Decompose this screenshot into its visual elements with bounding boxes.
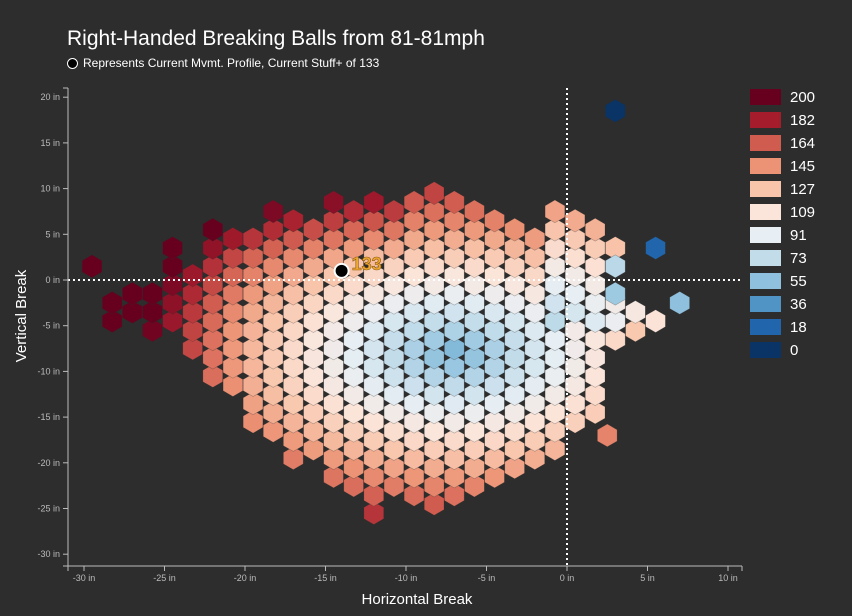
legend-label: 109 bbox=[790, 204, 815, 221]
legend-swatch bbox=[750, 181, 781, 197]
current-point-marker bbox=[333, 262, 350, 279]
legend-label: 200 bbox=[790, 89, 815, 106]
hex-bin bbox=[504, 217, 525, 242]
legend-swatch bbox=[750, 112, 781, 128]
hex-bin bbox=[222, 227, 244, 251]
x-tick-label: -10 in bbox=[395, 573, 418, 583]
y-tick-label: 20 in bbox=[40, 92, 60, 102]
legend-label: 164 bbox=[790, 135, 815, 152]
chart-subtitle: Represents Current Mvmt. Profile, Curren… bbox=[67, 56, 379, 70]
legend-label: 91 bbox=[790, 227, 807, 244]
y-axis-title: Vertical Break bbox=[13, 269, 30, 362]
legend-label: 0 bbox=[790, 342, 798, 359]
hex-bin bbox=[564, 208, 586, 233]
hex-bin bbox=[444, 190, 465, 215]
legend-label: 18 bbox=[790, 319, 807, 336]
chart-title: Right-Handed Breaking Balls from 81-81mp… bbox=[67, 27, 485, 50]
y-tick-label: -30 in bbox=[37, 549, 60, 559]
legend-label: 145 bbox=[790, 158, 815, 175]
x-tick-label: -25 in bbox=[153, 573, 176, 583]
hex-bin-outlier bbox=[645, 236, 666, 260]
x-tick-label: -20 in bbox=[234, 573, 257, 583]
hex-bin bbox=[424, 181, 445, 205]
hex-bin bbox=[283, 208, 304, 233]
axes: -30 in -25 in -20 in -15 in -10 in -5 in 0 in 5… bbox=[37, 87, 743, 583]
hex-bin bbox=[182, 263, 203, 288]
hex-bin bbox=[464, 199, 485, 224]
hex-bin bbox=[524, 227, 545, 251]
x-tick-label: -30 in bbox=[73, 573, 96, 583]
legend-swatch bbox=[750, 319, 781, 335]
y-tick-label: 0 in bbox=[45, 275, 60, 285]
legend-label: 127 bbox=[790, 181, 815, 198]
legend-label: 73 bbox=[790, 250, 807, 267]
y-tick-label: -20 in bbox=[37, 458, 60, 468]
hex-bin bbox=[242, 227, 264, 251]
x-axis-title: Horizontal Break bbox=[362, 591, 473, 608]
hex-bin bbox=[484, 208, 505, 233]
hex-bin bbox=[263, 199, 284, 224]
hex-bin bbox=[81, 254, 103, 279]
hex-bin bbox=[383, 199, 405, 224]
hex-bin-outlier bbox=[669, 291, 690, 315]
hex-bin bbox=[102, 291, 123, 315]
x-tick-label: -15 in bbox=[314, 573, 337, 583]
y-tick-label: 5 in bbox=[45, 229, 60, 239]
x-tick-label: 5 in bbox=[640, 573, 655, 583]
legend-swatch bbox=[750, 135, 781, 151]
y-tick-label: 15 in bbox=[40, 138, 60, 148]
hex-bin-outlier bbox=[597, 423, 618, 448]
hex-bin bbox=[162, 236, 183, 260]
y-tick-label: -5 in bbox=[42, 321, 60, 331]
legend-swatch bbox=[750, 158, 781, 174]
legend-swatch bbox=[750, 296, 781, 312]
hex-bin bbox=[544, 199, 566, 224]
hex-bin-outlier bbox=[605, 281, 626, 306]
legend-swatch bbox=[750, 342, 781, 358]
y-tick-label: 10 in bbox=[40, 184, 60, 194]
x-tick-label: 10 in bbox=[718, 573, 738, 583]
legend-swatch bbox=[750, 227, 781, 243]
hex-bin-outlier bbox=[605, 254, 626, 279]
hex-bin bbox=[142, 281, 163, 306]
hex-bin bbox=[585, 217, 606, 242]
current-profile-marker-icon bbox=[67, 57, 78, 69]
y-tick-label: -15 in bbox=[37, 412, 60, 422]
legend-label: 55 bbox=[790, 273, 807, 290]
hex-bin bbox=[323, 190, 344, 215]
x-tick-label: 0 in bbox=[560, 573, 575, 583]
current-point-layer: 133 bbox=[333, 254, 382, 279]
reference-lines bbox=[68, 88, 740, 566]
hex-bin-outlier bbox=[605, 99, 626, 123]
x-tick-label: -5 in bbox=[478, 573, 496, 583]
legend-swatch bbox=[750, 273, 781, 289]
hex-bin bbox=[605, 236, 626, 260]
legend-swatch bbox=[750, 250, 781, 266]
legend-label: 36 bbox=[790, 296, 807, 313]
y-tick-label: -10 in bbox=[37, 366, 60, 376]
hex-bin bbox=[343, 199, 364, 224]
hex-layer bbox=[81, 99, 690, 525]
hex-bin bbox=[303, 217, 324, 242]
hex-bin bbox=[363, 190, 384, 215]
legend: 200 182 164 145 127 109 91 73 55 36 18 0 bbox=[750, 89, 815, 359]
legend-swatch bbox=[750, 204, 781, 220]
hex-bin bbox=[645, 309, 666, 333]
current-point-label: 133 bbox=[352, 254, 382, 274]
hex-bin bbox=[625, 300, 646, 324]
legend-swatch bbox=[750, 89, 781, 105]
hex-bin bbox=[202, 217, 223, 242]
y-tick-label: -25 in bbox=[37, 504, 60, 514]
legend-label: 182 bbox=[790, 112, 815, 129]
chart-subtitle-text: Represents Current Mvmt. Profile, Curren… bbox=[83, 56, 380, 70]
hex-bin bbox=[122, 281, 143, 306]
hex-bin bbox=[403, 190, 425, 215]
